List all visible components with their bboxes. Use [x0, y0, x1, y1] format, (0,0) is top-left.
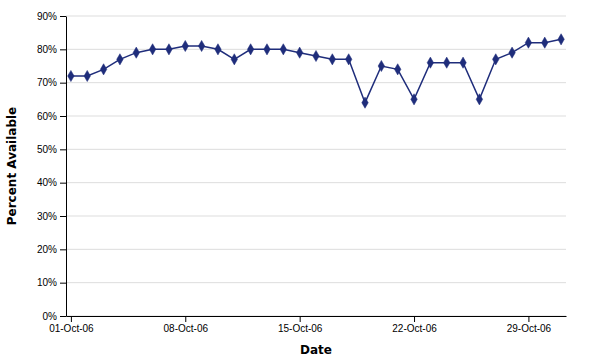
point	[313, 50, 319, 61]
line	[71, 39, 561, 102]
x-tick-label: 01-Oct-06	[49, 323, 94, 334]
x-tick-label: 08-Oct-06	[164, 323, 209, 334]
point	[296, 47, 302, 58]
point	[476, 94, 482, 105]
point	[378, 60, 384, 71]
point	[215, 44, 221, 55]
point	[345, 54, 351, 65]
y-axis-line	[66, 17, 67, 317]
grid-line	[66, 182, 566, 183]
point	[166, 44, 172, 55]
y-tick-mark	[60, 149, 66, 150]
grid-line	[66, 282, 566, 283]
y-tick-label: 10%	[37, 277, 57, 288]
x-tick-label: 22-Oct-06	[392, 323, 437, 334]
point	[443, 57, 449, 68]
x-tick-label: 15-Oct-06	[278, 323, 323, 334]
y-tick-label: 30%	[37, 211, 57, 222]
point	[100, 64, 106, 75]
y-tick-mark	[60, 216, 66, 217]
x-tick-label: 29-Oct-06	[507, 323, 552, 334]
y-tick-label: 20%	[37, 244, 57, 255]
point	[509, 47, 515, 58]
y-axis-title: Percent Available	[5, 107, 19, 226]
x-tick-mark	[414, 316, 415, 322]
y-tick-mark	[60, 49, 66, 50]
y-tick-mark	[60, 183, 66, 184]
y-tick-label: 80%	[37, 44, 57, 55]
point	[460, 57, 466, 68]
plot-area: 01-Oct-06 08-Oct-06 15-Oct-06 22-Oct-06 29-O…	[37, 11, 567, 334]
point	[329, 54, 335, 65]
point	[558, 34, 564, 45]
grid-line	[66, 82, 566, 83]
y-tick-mark	[60, 16, 66, 17]
y-tick-label: 90%	[37, 11, 57, 22]
point	[411, 94, 417, 105]
y-tick: 60%	[37, 111, 66, 122]
y-tick: 30%	[37, 211, 66, 222]
y-tick: 70%	[37, 77, 66, 88]
chart: 01-Oct-06 08-Oct-06 15-Oct-06 22-Oct-06 29-O…	[0, 0, 590, 364]
grid-line	[66, 249, 566, 250]
grid-line	[66, 316, 566, 317]
point	[117, 54, 123, 65]
point	[133, 47, 139, 58]
y-axis: 0% 10% 20% 30% 40% 50% 60% 70% 80% 90%	[37, 11, 67, 322]
point	[427, 57, 433, 68]
grid-line	[66, 16, 566, 17]
point	[525, 37, 531, 48]
grid	[66, 16, 566, 316]
y-tick-label: 60%	[37, 111, 57, 122]
point	[68, 70, 74, 81]
point	[264, 44, 270, 55]
y-tick-label: 70%	[37, 77, 57, 88]
y-tick: 40%	[37, 177, 66, 188]
y-tick-label: 0%	[43, 311, 58, 322]
x-tick: 08-Oct-06	[164, 316, 209, 334]
grid-line	[66, 149, 566, 150]
point	[149, 44, 155, 55]
point	[280, 44, 286, 55]
y-tick-mark	[60, 249, 66, 250]
point	[493, 54, 499, 65]
y-tick-mark	[60, 116, 66, 117]
x-tick-mark	[528, 316, 529, 322]
x-axis-title: Date	[300, 343, 332, 357]
y-tick: 80%	[37, 44, 66, 55]
point	[198, 40, 204, 51]
y-tick-label: 40%	[37, 177, 57, 188]
x-axis-line	[67, 316, 567, 317]
series	[68, 34, 565, 109]
y-tick: 0%	[43, 311, 66, 322]
point	[247, 44, 253, 55]
x-tick: 15-Oct-06	[278, 316, 323, 334]
grid-line	[66, 216, 566, 217]
y-tick: 50%	[37, 144, 66, 155]
x-axis: 01-Oct-06 08-Oct-06 15-Oct-06 22-Oct-06 29-O…	[49, 316, 566, 334]
x-tick-mark	[300, 316, 301, 322]
x-tick-mark	[71, 316, 72, 322]
y-tick: 90%	[37, 11, 66, 22]
y-tick: 10%	[37, 277, 66, 288]
point	[182, 40, 188, 51]
grid-line	[66, 116, 566, 117]
x-tick-mark	[185, 316, 186, 322]
point	[231, 54, 237, 65]
point	[542, 37, 548, 48]
point	[84, 70, 90, 81]
y-tick: 20%	[37, 244, 66, 255]
y-tick-mark	[60, 83, 66, 84]
grid-line	[66, 49, 566, 50]
y-tick-label: 50%	[37, 144, 57, 155]
x-tick: 22-Oct-06	[392, 316, 437, 334]
x-tick: 29-Oct-06	[507, 316, 552, 334]
point	[362, 97, 368, 108]
y-tick-mark	[60, 316, 66, 317]
y-tick-mark	[60, 283, 66, 284]
point	[394, 64, 400, 75]
